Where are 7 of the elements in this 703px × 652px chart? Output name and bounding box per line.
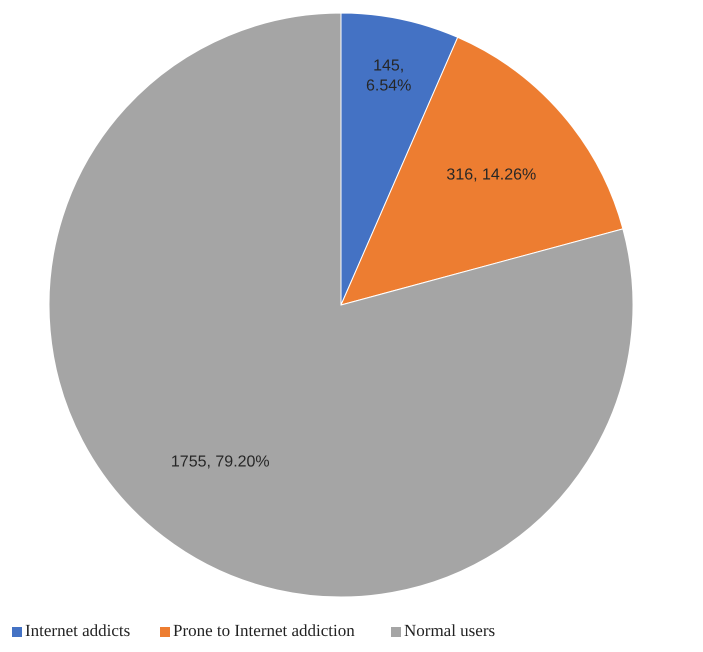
- data-label: 1755, 79.20%: [170, 454, 270, 471]
- pie-slice: [48, 12, 634, 598]
- legend-label: Internet addicts: [25, 620, 130, 640]
- data-label: 316, 14.26%: [446, 166, 536, 184]
- data-label: 145, 6.54%: [366, 58, 412, 95]
- legend-label: Prone to Internet addiction: [173, 620, 356, 640]
- slice-label: Normal users: [404, 620, 496, 640]
